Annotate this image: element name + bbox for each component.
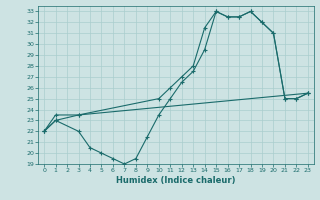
X-axis label: Humidex (Indice chaleur): Humidex (Indice chaleur) — [116, 176, 236, 185]
